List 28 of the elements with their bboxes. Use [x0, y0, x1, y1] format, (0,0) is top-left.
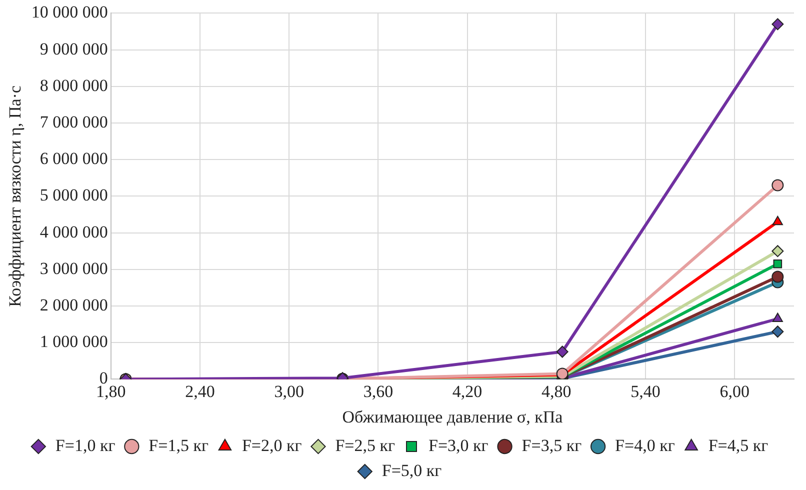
- x-tick-label: 3,60: [363, 382, 394, 401]
- x-tick-label: 3,00: [274, 382, 304, 401]
- y-tick-label: 8 000 000: [40, 76, 108, 95]
- x-tick-label: 2,40: [185, 382, 215, 401]
- y-tick-label: 4 000 000: [40, 222, 108, 242]
- y-tick-label: 2 000 000: [40, 295, 108, 314]
- x-tick-label: 6,00: [720, 382, 750, 401]
- y-axis-title: Коэффициент вязкости η, Па·с: [6, 85, 25, 307]
- legend-label: F=1,5 кг: [148, 436, 208, 455]
- x-tick-label: 5,40: [630, 382, 660, 401]
- legend-label: F=4,5 кг: [708, 436, 768, 455]
- legend-label: F=2,5 кг: [335, 436, 396, 455]
- x-axis-title: Обжимающее давление σ, кПа: [342, 407, 564, 426]
- y-tick-label: 1 000 000: [40, 332, 108, 352]
- x-tick-label: 4,20: [452, 382, 482, 401]
- y-tick-label: 6 000 000: [40, 149, 108, 168]
- x-tick-label: 4,80: [542, 382, 572, 401]
- y-tick-label: 10 000 000: [31, 2, 108, 22]
- y-tick-label: 5 000 000: [40, 186, 108, 205]
- legend-label: F=5,0 кг: [382, 460, 442, 480]
- legend-label: F=1,0 кг: [55, 436, 116, 455]
- y-tick-label: 7 000 000: [40, 112, 108, 132]
- legend-label: F=2,0 кг: [242, 436, 302, 455]
- legend-label: F=3,0 кг: [428, 436, 488, 455]
- legend-label: F=4,0 кг: [615, 436, 675, 455]
- y-tick-label: 3 000 000: [40, 258, 108, 278]
- y-tick-label: 9 000 000: [40, 39, 108, 58]
- legend-label: F=3,5 кг: [522, 436, 582, 455]
